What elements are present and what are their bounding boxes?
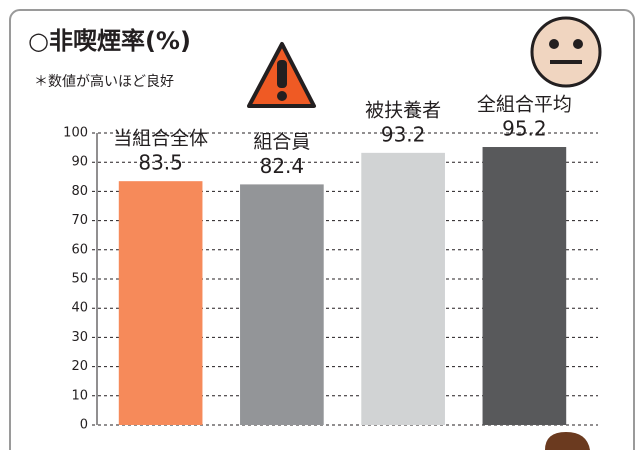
y-tick-label: 40 <box>71 301 88 316</box>
bar <box>483 147 567 425</box>
chart-title: ○非喫煙率(%) <box>28 27 191 55</box>
bar <box>361 153 445 425</box>
category-label: 被扶養者 <box>365 99 441 121</box>
y-tick-label: 20 <box>71 359 88 374</box>
y-tick-label: 30 <box>71 330 88 345</box>
y-tick-label: 60 <box>71 242 88 257</box>
chart: ○非喫煙率(%) ＊数値が高いほど良好 0 10 20 30 40 50 60 70 80 90 1… <box>0 0 644 450</box>
chart-subtitle: ＊数値が高いほど良好 <box>34 73 174 90</box>
y-tick-label: 90 <box>71 155 88 170</box>
value-label: 93.2 <box>381 122 426 146</box>
value-label: 83.5 <box>138 151 183 175</box>
value-label: 95.2 <box>502 117 547 141</box>
y-tick-label: 10 <box>71 388 88 403</box>
category-label: 組合員 <box>253 131 310 153</box>
value-label: 82.4 <box>260 154 305 178</box>
y-tick-label: 80 <box>71 184 88 199</box>
y-tick-label: 100 <box>63 126 88 141</box>
category-label: 全組合平均 <box>477 94 572 116</box>
bar <box>240 184 324 425</box>
bar <box>119 181 203 425</box>
category-label: 当組合全体 <box>113 128 208 150</box>
y-tick-label: 50 <box>71 272 88 287</box>
neutral-face-icon <box>532 18 600 86</box>
y-tick-label: 70 <box>71 213 88 228</box>
y-tick-label: 0 <box>80 418 88 433</box>
